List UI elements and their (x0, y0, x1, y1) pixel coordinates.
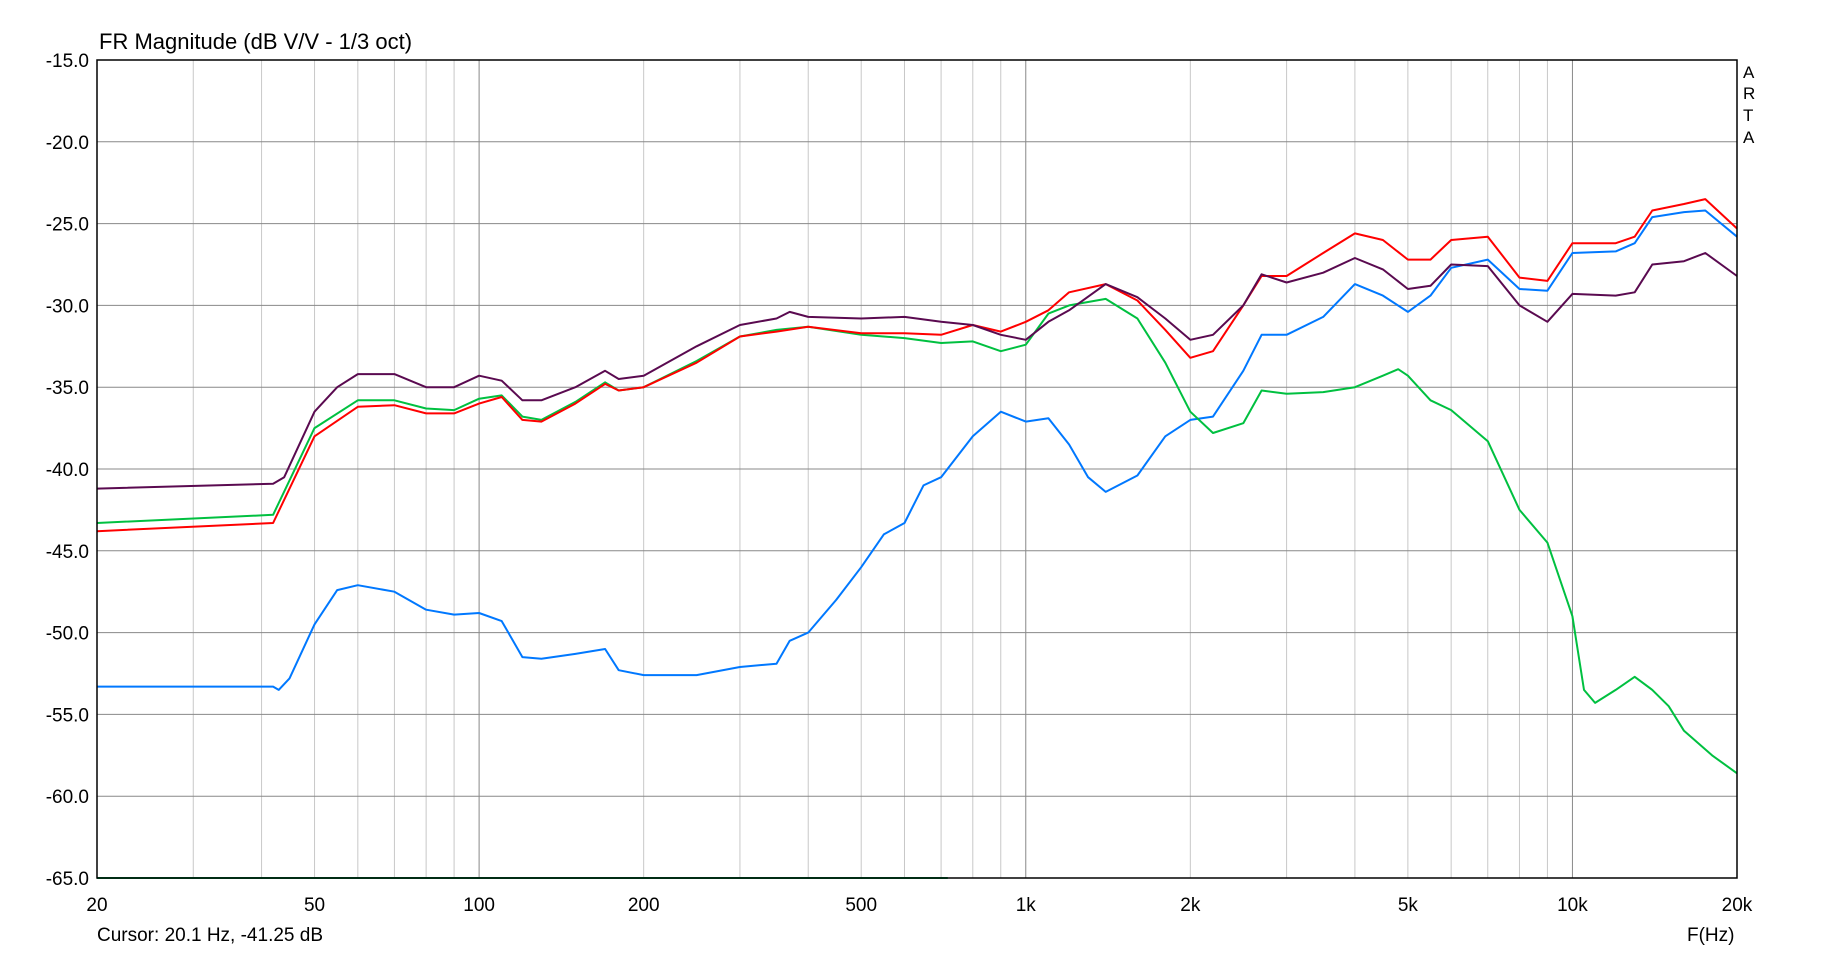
y-tick-label: -50.0 (46, 624, 89, 645)
watermark-letter: T (1743, 106, 1753, 125)
series-line-2 (96, 297, 1738, 775)
y-tick-label: -15.0 (46, 51, 89, 72)
x-tick-label: 50 (304, 895, 325, 916)
y-tick-label: -65.0 (46, 869, 89, 890)
cursor-readout: Cursor: 20.1 Hz, -41.25 dB (97, 925, 323, 946)
y-tick-label: -35.0 (46, 378, 89, 399)
plot-frame (96, 59, 1738, 879)
watermark-letter: A (1743, 128, 1755, 147)
x-tick-label: 5k (1398, 895, 1419, 916)
x-tick-label: 20k (1722, 895, 1753, 916)
x-axis-label: F(Hz) (1687, 925, 1734, 946)
series-line-3 (96, 198, 1738, 533)
series-line-4 (96, 252, 1738, 490)
x-tick-label: 1k (1016, 895, 1037, 916)
x-tick-label: 10k (1557, 895, 1588, 916)
x-tick-label: 200 (628, 895, 660, 916)
x-tick-label: 2k (1180, 895, 1201, 916)
chart-title: FR Magnitude (dB V/V - 1/3 oct) (99, 29, 412, 54)
watermark-letter: R (1743, 84, 1755, 103)
watermark-letter: A (1743, 63, 1755, 82)
x-tick-label: 100 (463, 895, 495, 916)
y-tick-label: -30.0 (46, 296, 89, 317)
y-tick-label: -20.0 (46, 133, 89, 154)
y-tick-label: -40.0 (46, 460, 89, 481)
arta-watermark: A R T A (1743, 63, 1755, 147)
y-tick-labels: -15.0 -20.0 -25.0 -30.0 -35.0 -40.0 -45.0 -50.0… (46, 51, 89, 890)
x-tick-labels: 20 50 100 200 500 1k 2k 5k 10k 20k (86, 895, 1752, 916)
grid (96, 59, 1738, 879)
y-tick-label: -45.0 (46, 542, 89, 563)
x-tick-label: 20 (86, 895, 107, 916)
y-tick-label: -60.0 (46, 787, 89, 808)
y-tick-label: -25.0 (46, 215, 89, 236)
series-group (96, 198, 1738, 879)
x-tick-label: 500 (845, 895, 877, 916)
y-tick-label: -55.0 (46, 705, 89, 726)
